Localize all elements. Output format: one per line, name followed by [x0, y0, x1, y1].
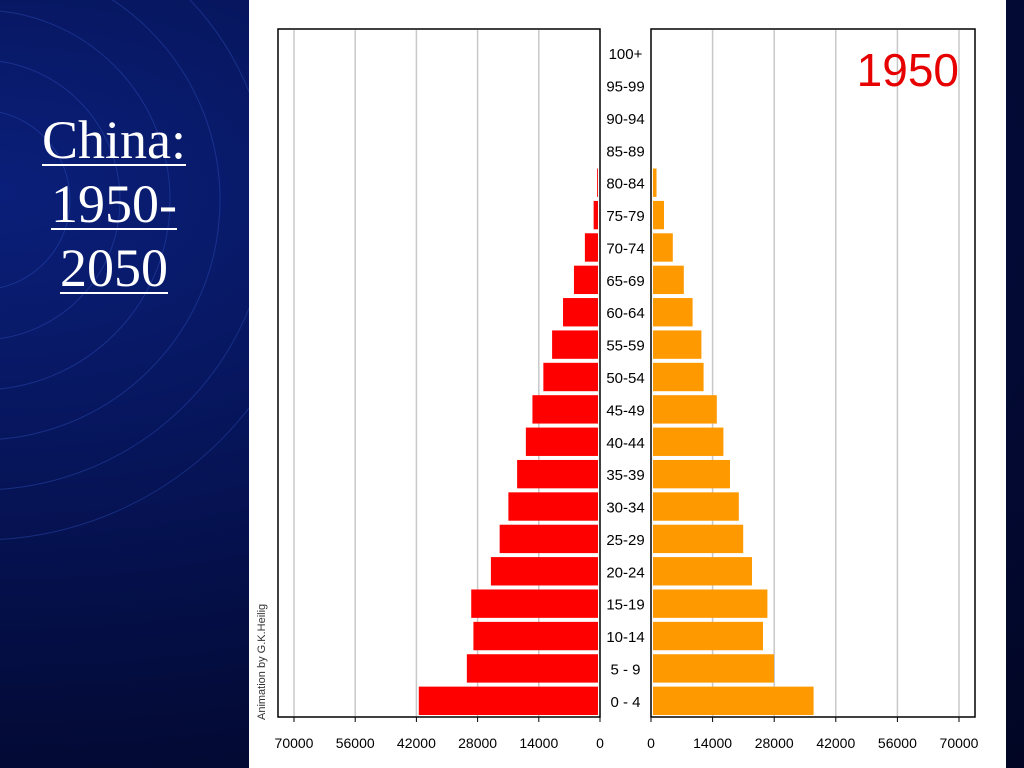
- age-group-label: 50-54: [606, 370, 644, 387]
- age-group-label: 85-89: [606, 143, 644, 160]
- male-bar: [584, 233, 598, 262]
- male-bar: [563, 298, 598, 327]
- right-tick-label: 42000: [816, 735, 855, 751]
- male-bar: [543, 362, 598, 392]
- male-bar: [593, 200, 598, 230]
- age-group-label: 30-34: [606, 500, 644, 517]
- slide-title-line-2: 1950-: [51, 174, 177, 234]
- left-tick-label: 14000: [519, 735, 558, 751]
- male-bar: [499, 524, 598, 554]
- female-bar: [653, 686, 814, 715]
- female-bar: [653, 654, 774, 683]
- right-tick-label: 28000: [755, 735, 794, 751]
- female-bar: [653, 621, 763, 651]
- age-group-label: 95-99: [606, 79, 644, 96]
- left-tick-label: 0: [596, 735, 604, 751]
- female-bar: [653, 362, 704, 392]
- age-group-label: 25-29: [606, 532, 644, 549]
- left-tick-label: 42000: [397, 735, 436, 751]
- age-group-label: 20-24: [606, 564, 644, 581]
- female-bar: [653, 492, 739, 521]
- male-bar: [552, 330, 598, 359]
- right-tick-label: 14000: [693, 735, 732, 751]
- female-bar: [653, 233, 673, 262]
- male-bar: [517, 459, 598, 489]
- male-bar: [597, 168, 598, 197]
- age-group-label: 0 - 4: [610, 694, 640, 711]
- age-group-label: 75-79: [606, 208, 644, 225]
- slide-title-line-1: China:: [42, 110, 186, 170]
- age-group-label: 60-64: [606, 305, 644, 322]
- female-bar: [653, 168, 657, 197]
- male-bar: [490, 557, 598, 586]
- left-tick-label: 70000: [275, 735, 314, 751]
- chart-credit: Animation by G.K.Heilig: [256, 603, 268, 720]
- female-bar: [653, 557, 752, 586]
- age-group-label: 35-39: [606, 467, 644, 484]
- male-bar: [532, 395, 598, 424]
- age-group-label: 80-84: [606, 176, 644, 193]
- male-bar: [471, 589, 598, 618]
- male-bar: [473, 621, 598, 651]
- age-group-label: 10-14: [606, 629, 644, 646]
- female-bar: [653, 589, 768, 618]
- age-group-label: 40-44: [606, 435, 644, 452]
- age-group-label: 45-49: [606, 402, 644, 419]
- age-group-label: 65-69: [606, 273, 644, 290]
- female-bar: [653, 427, 724, 456]
- age-group-label: 15-19: [606, 597, 644, 614]
- year-label: 1950: [857, 44, 959, 96]
- right-tick-label: 70000: [940, 735, 979, 751]
- left-tick-label: 56000: [336, 735, 375, 751]
- age-group-label: 70-74: [606, 240, 644, 257]
- slide-title-line-3: 2050: [60, 238, 168, 298]
- male-bar: [466, 654, 598, 683]
- female-bar: [653, 524, 744, 554]
- left-tick-label: 28000: [458, 735, 497, 751]
- female-bar: [653, 265, 684, 295]
- female-bar: [653, 395, 717, 424]
- female-bar: [653, 298, 693, 327]
- age-group-label: 5 - 9: [610, 661, 640, 678]
- population-pyramid-chart: 0 0 14000 14000 28000 28000 42000 42000 56000 560…: [275, 28, 979, 751]
- age-group-label: 55-59: [606, 338, 644, 355]
- male-bar: [508, 492, 598, 521]
- male-bar: [573, 265, 598, 295]
- age-group-label: 90-94: [606, 111, 644, 128]
- right-tick-label: 56000: [878, 735, 917, 751]
- female-bar: [653, 459, 730, 489]
- female-bar: [653, 200, 664, 230]
- age-group-label: 100+: [609, 46, 643, 63]
- male-bar: [418, 686, 598, 715]
- female-bar: [653, 330, 702, 359]
- right-tick-label: 0: [647, 735, 655, 751]
- male-bar: [525, 427, 598, 456]
- chart-panel: 0 0 14000 14000 28000 28000 42000 42000 56000 560…: [249, 0, 1006, 768]
- slide-title: China: 1950- 2050: [14, 108, 214, 300]
